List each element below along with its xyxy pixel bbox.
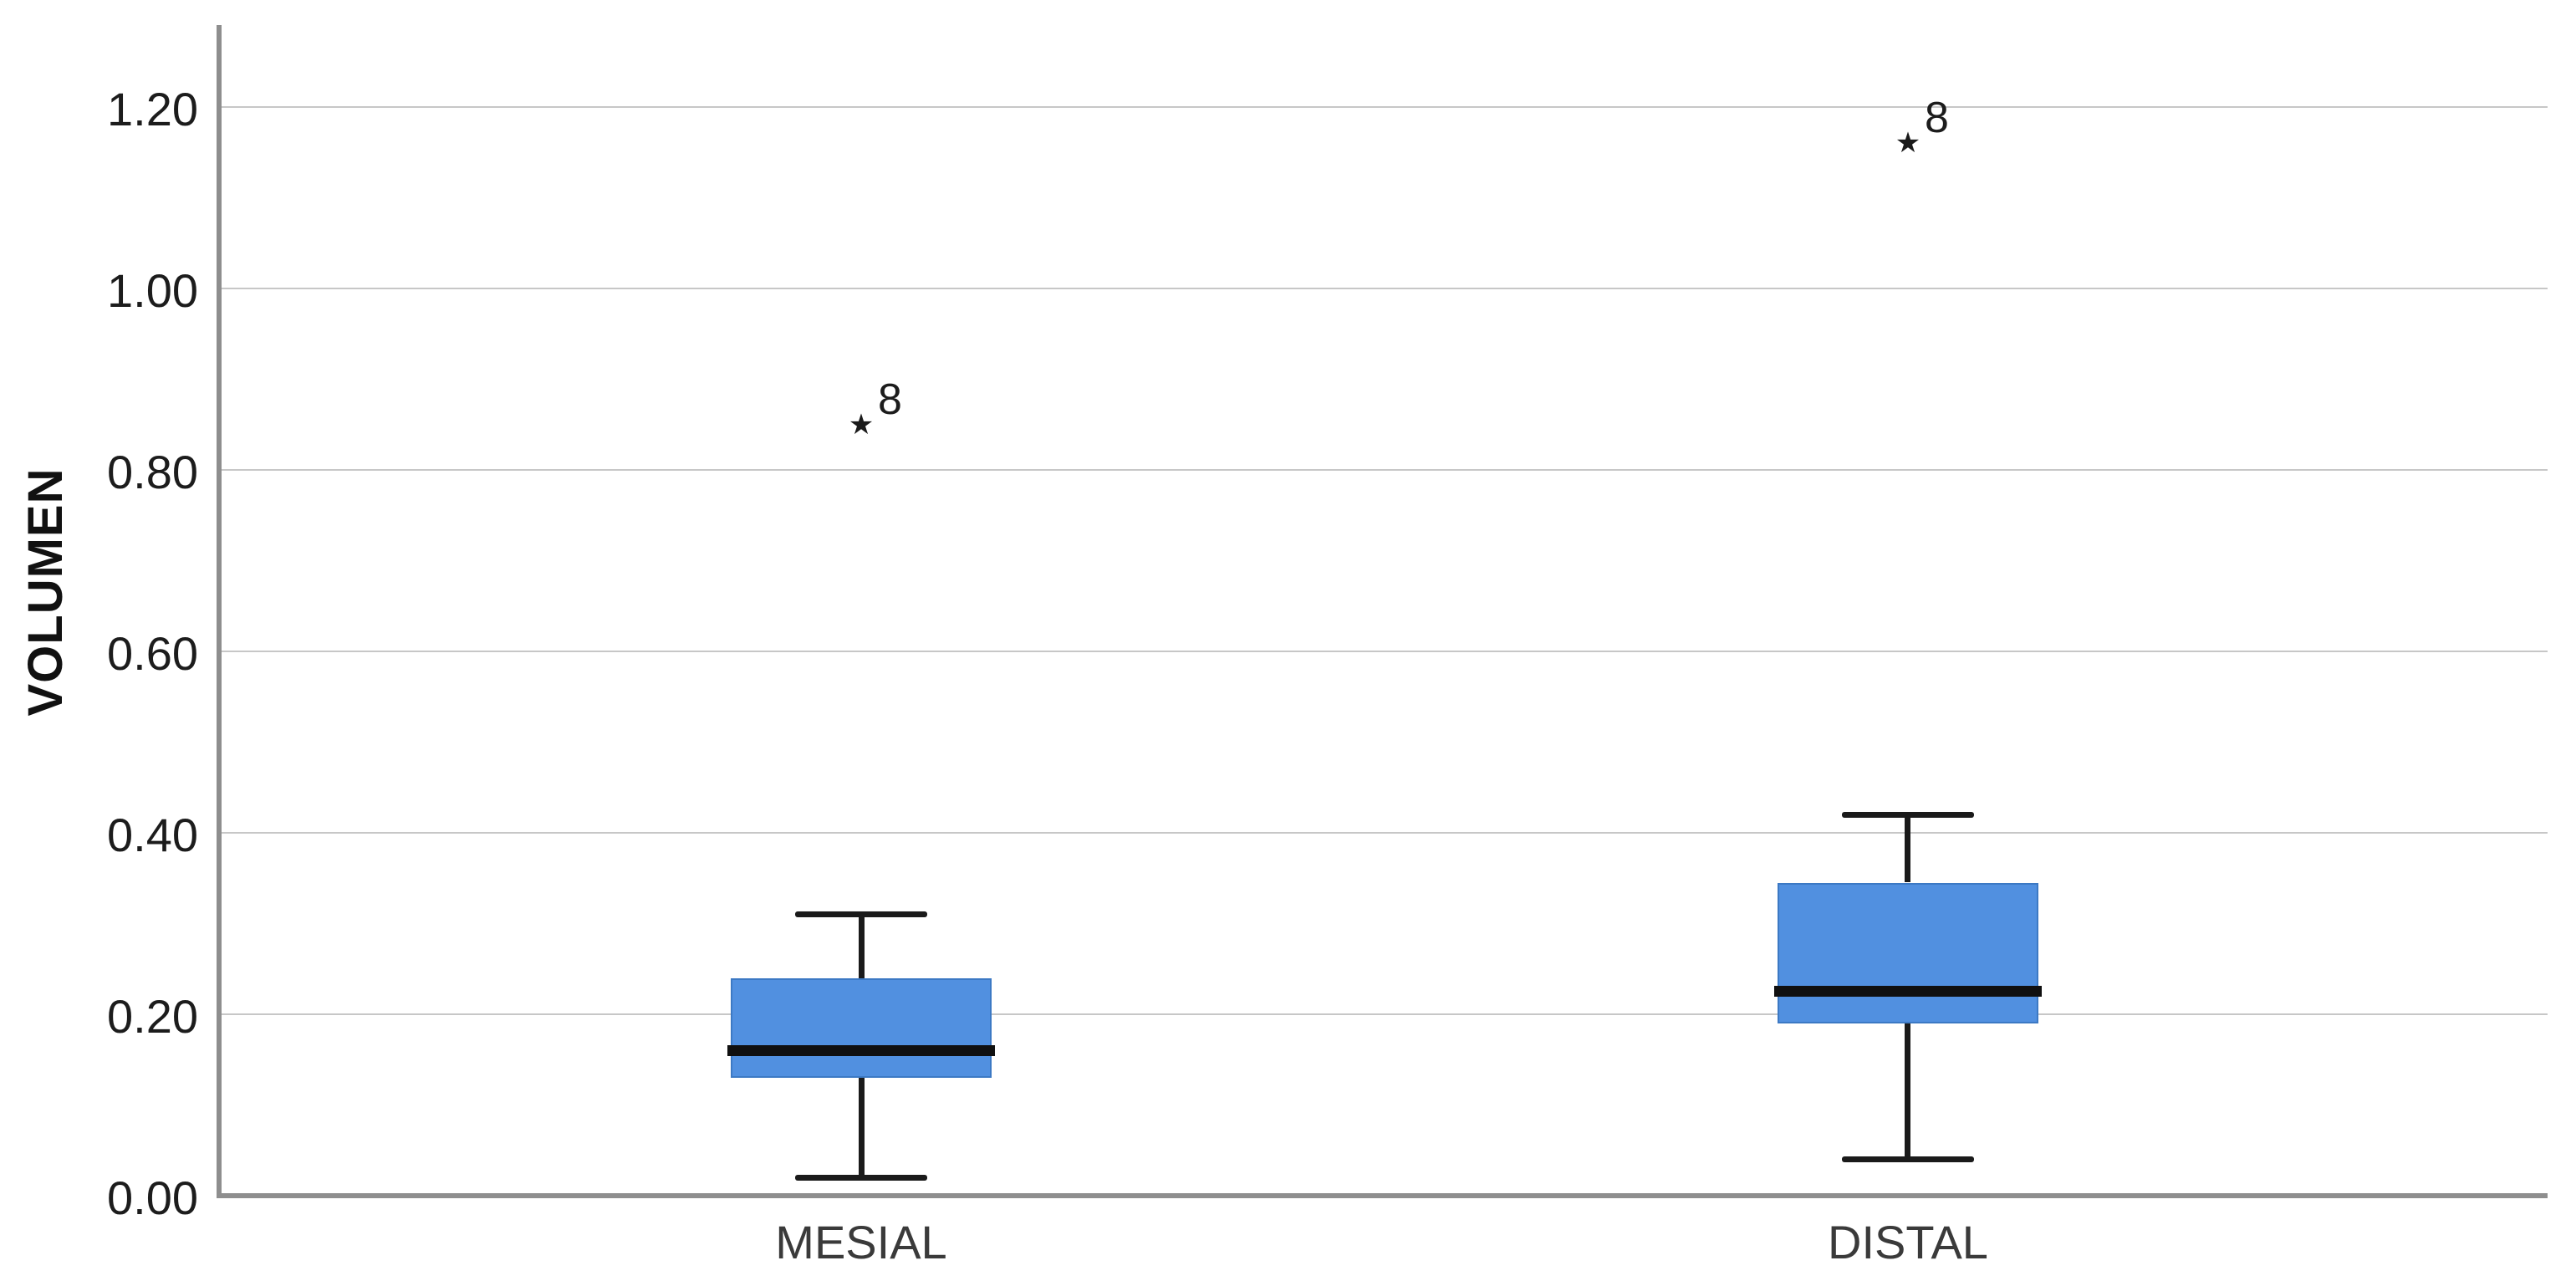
box-iqr-mesial xyxy=(731,978,992,1078)
whisker-cap-lower-distal xyxy=(1842,1156,1974,1162)
x-tick-label-mesial: MESIAL xyxy=(775,1216,947,1268)
outlier-star-marker-mesial: ★ xyxy=(848,409,875,441)
x-tick-label-distal: DISTAL xyxy=(1828,1216,1988,1268)
outlier-case-label-distal: 8 xyxy=(1925,94,1949,142)
y-tick-label: 0.20 xyxy=(107,990,198,1043)
y-tick-label: 0.00 xyxy=(107,1171,198,1224)
whisker-cap-lower-mesial xyxy=(795,1175,927,1181)
whisker-cap-upper-mesial xyxy=(795,911,927,917)
whisker-stem-upper-distal xyxy=(1905,814,1910,882)
whisker-cap-upper-distal xyxy=(1842,812,1974,818)
gridline xyxy=(222,106,2548,108)
outlier-case-label-mesial: 8 xyxy=(878,375,902,424)
x-axis-line xyxy=(217,1193,2548,1198)
gridline xyxy=(222,288,2548,289)
gridline xyxy=(222,651,2548,652)
whisker-stem-lower-mesial xyxy=(859,1078,865,1177)
box-iqr-distal xyxy=(1778,883,2038,1023)
gridline xyxy=(222,832,2548,834)
y-tick-label: 0.40 xyxy=(107,809,198,861)
gridline xyxy=(222,1013,2548,1015)
whisker-stem-upper-mesial xyxy=(859,915,865,978)
y-tick-label: 1.00 xyxy=(107,264,198,317)
whisker-stem-lower-distal xyxy=(1905,1023,1910,1160)
median-line-mesial xyxy=(727,1045,995,1056)
median-line-distal xyxy=(1774,986,2042,997)
gridline xyxy=(222,469,2548,471)
y-tick-label: 0.80 xyxy=(107,446,198,498)
outlier-star-marker-distal: ★ xyxy=(1895,127,1921,159)
y-tick-label: 0.60 xyxy=(107,627,198,680)
y-tick-label: 1.20 xyxy=(107,83,198,135)
y-axis-line xyxy=(217,25,222,1198)
